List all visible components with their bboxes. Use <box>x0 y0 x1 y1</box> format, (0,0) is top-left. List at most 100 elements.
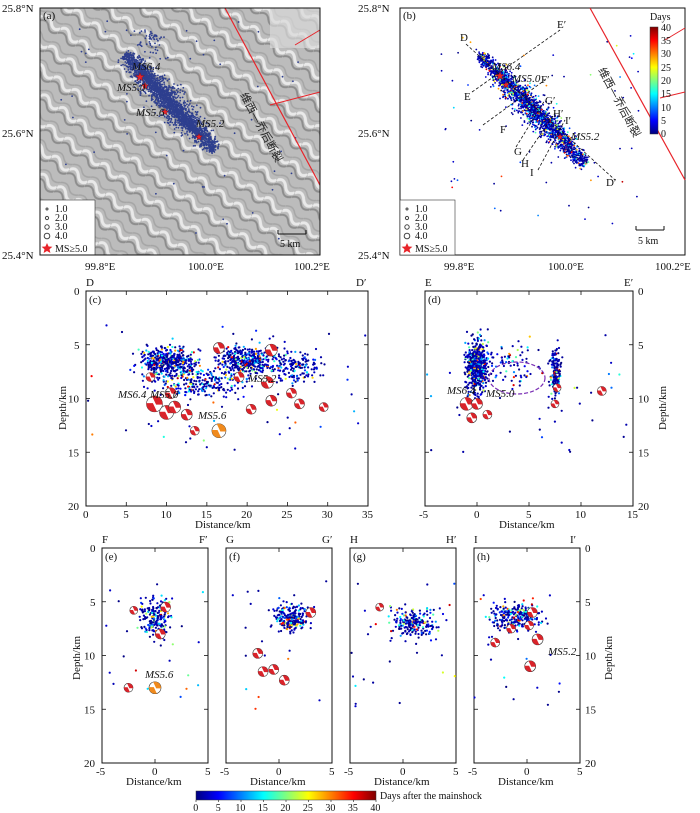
event-dot <box>179 91 182 94</box>
event-dot <box>124 53 127 55</box>
event-dot <box>573 144 576 147</box>
profile-label-h: H <box>521 158 529 170</box>
event-dot <box>172 182 175 185</box>
event-dot <box>583 164 586 167</box>
event-dot <box>180 108 183 110</box>
event-dot <box>183 113 186 116</box>
event-dot <box>188 128 191 131</box>
event-dot <box>530 111 533 114</box>
event-dot <box>497 87 500 90</box>
event-dot <box>154 100 157 102</box>
event-dot <box>479 55 481 58</box>
event-dot <box>554 139 557 142</box>
event-dot <box>533 124 535 126</box>
event-dot <box>208 145 211 148</box>
event-dot <box>543 133 546 135</box>
panel-b-xtick-2: 100.0°E <box>548 261 584 273</box>
event-dot <box>171 99 174 102</box>
event-dot <box>483 57 485 60</box>
event-dot <box>525 112 528 115</box>
event-dot <box>567 135 570 138</box>
event-dot <box>160 103 162 105</box>
panel-b-anno-ms50: MS5.0 <box>511 73 541 85</box>
event-dot <box>191 132 194 135</box>
event-dot <box>510 89 513 91</box>
cb-v-tick-25: 25 <box>661 63 671 74</box>
event-dot <box>546 131 549 134</box>
event-dot <box>576 158 579 161</box>
event-dot <box>151 45 153 48</box>
event-dot <box>157 74 159 77</box>
event-dot <box>192 114 194 117</box>
event-dot <box>168 100 171 102</box>
event-dot <box>159 88 162 91</box>
event-dot <box>203 139 206 142</box>
event-dot <box>493 182 495 185</box>
event-dot <box>158 82 161 85</box>
event-dot <box>201 186 204 188</box>
event-dot <box>172 86 175 88</box>
event-dot <box>194 116 196 118</box>
event-dot <box>581 155 584 158</box>
event-dot <box>197 121 199 123</box>
event-dot <box>537 214 539 217</box>
event-dot <box>527 107 529 110</box>
event-dot <box>185 29 188 32</box>
event-dot <box>505 106 507 108</box>
event-dot <box>212 129 215 132</box>
event-dot <box>156 102 159 105</box>
event-dot <box>204 136 207 139</box>
event-dot <box>120 57 122 60</box>
event-dot <box>199 106 202 109</box>
event-dot <box>482 63 485 65</box>
event-dot <box>186 134 189 136</box>
panel-a-anno-ms52: MS5.2 <box>195 118 225 130</box>
cb-v-tick-35: 35 <box>661 36 671 47</box>
event-dot <box>154 112 157 114</box>
event-dot <box>202 132 205 135</box>
event-dot <box>534 126 536 128</box>
event-dot <box>186 118 189 121</box>
event-dot <box>181 111 184 113</box>
panel-c-profile-start: D <box>86 277 94 289</box>
event-dot <box>134 80 137 83</box>
event-dot <box>163 121 166 124</box>
event-dot <box>140 45 143 48</box>
event-dot <box>480 65 482 68</box>
cb-v-tick-5: 5 <box>661 116 666 127</box>
panel-b-label: (b) <box>403 10 416 22</box>
event-dot <box>181 90 184 92</box>
event-dot <box>545 121 548 124</box>
event-dot <box>171 121 174 124</box>
event-dot <box>181 124 184 127</box>
event-dot <box>127 66 130 69</box>
event-dot <box>485 68 488 71</box>
event-dot <box>611 222 614 225</box>
event-dot <box>132 52 135 55</box>
event-dot <box>183 119 186 122</box>
event-dot <box>151 90 153 93</box>
event-dot <box>149 65 152 68</box>
event-dot <box>172 95 174 98</box>
panel-a-label: (a) <box>43 10 56 22</box>
event-dot <box>587 206 590 209</box>
event-dot <box>549 115 551 117</box>
event-dot <box>555 102 558 105</box>
event-dot <box>198 119 201 122</box>
profile-label-g-prime: G′ <box>545 95 555 107</box>
event-dot <box>161 76 164 79</box>
event-dot <box>216 140 219 143</box>
event-dot <box>195 130 198 133</box>
event-dot <box>140 58 143 61</box>
event-dot <box>157 100 160 103</box>
event-dot <box>524 90 526 92</box>
panel-b: 维西—乔后断裂 D D′ E E′ F F′ G G′ H H′ I I′ MS… <box>358 3 691 273</box>
event-dot <box>520 111 522 113</box>
event-dot <box>155 98 157 101</box>
event-dot <box>154 48 157 51</box>
event-dot <box>125 51 128 54</box>
event-dot <box>551 136 553 138</box>
event-dot <box>170 104 173 106</box>
panel-b-colorbar-title: Days <box>650 12 671 23</box>
event-dot <box>530 92 533 95</box>
